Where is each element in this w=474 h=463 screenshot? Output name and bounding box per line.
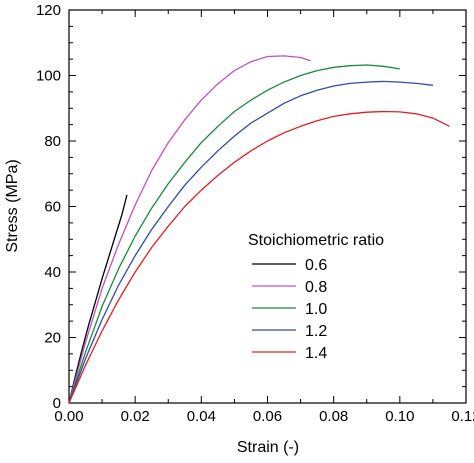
legend-label: 0.8 xyxy=(305,279,327,296)
x-tick-label: 0.08 xyxy=(319,408,348,425)
y-tick-label: 100 xyxy=(36,68,61,85)
series-line-0-6 xyxy=(68,194,128,404)
series-line-1-0 xyxy=(68,64,400,404)
y-tick-label: 120 xyxy=(36,2,61,19)
x-axis-label: Strain (-) xyxy=(237,439,299,456)
legend-title: Stoichiometric ratio xyxy=(248,232,384,249)
axis-ticks xyxy=(68,9,467,404)
y-tick-label: 80 xyxy=(44,133,61,150)
x-tick-label: 0.12 xyxy=(451,408,474,425)
y-tick-label: 0 xyxy=(53,395,61,412)
x-tick-label: 0.06 xyxy=(253,408,282,425)
legend-label: 1.4 xyxy=(305,345,327,362)
x-tick-label: 0.10 xyxy=(385,408,414,425)
x-tick-label: 0.02 xyxy=(121,408,150,425)
y-tick-label: 20 xyxy=(44,330,61,347)
y-tick-label: 60 xyxy=(44,199,61,216)
legend: Stoichiometric ratio 0.6 0.8 1.0 1.2 1.4 xyxy=(248,232,384,362)
y-tick-label: 40 xyxy=(44,264,61,281)
x-tick-label: 0.00 xyxy=(54,408,83,425)
legend-label: 1.0 xyxy=(305,301,327,318)
plot-frame xyxy=(68,9,467,404)
series-line-1-4 xyxy=(68,110,450,404)
x-tick-label: 0.04 xyxy=(187,408,216,425)
legend-label: 0.6 xyxy=(305,257,327,274)
axis-tick-labels: 0.00 0.02 0.04 0.06 0.08 0.10 0.12 0 20 40 60 80 100… xyxy=(36,2,474,425)
series-line-1-2 xyxy=(68,80,433,404)
legend-label: 1.2 xyxy=(305,323,327,340)
legend-items: 0.6 0.8 1.0 1.2 1.4 xyxy=(252,257,327,362)
series-line-0-8 xyxy=(68,55,311,404)
series-lines xyxy=(68,55,450,404)
y-axis-label: Stress (MPa) xyxy=(4,159,21,252)
